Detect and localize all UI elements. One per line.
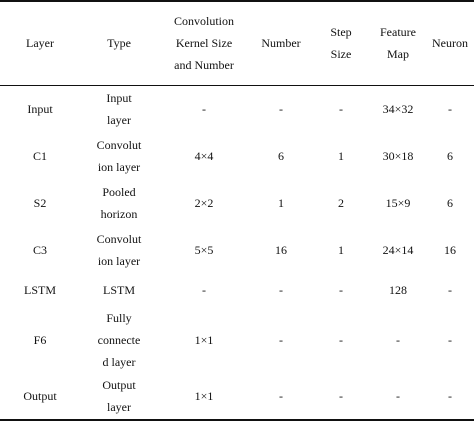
table-row: LSTM LSTM - - - 128 -	[0, 273, 474, 307]
cell-number: 6	[278, 148, 284, 163]
cell-number: -	[279, 333, 283, 347]
cell-feature-map: 30×18	[382, 148, 414, 163]
table-row: S2 Pooled horizon 2×2 1 2 15×9 6	[0, 179, 474, 226]
header-feature-map: Feature Map	[370, 0, 426, 86]
cell-kernel: 4×4	[194, 148, 214, 163]
cell-layer: C1	[32, 148, 47, 163]
table-body: Input Input layer - - - 34×32 - C1 Convo…	[0, 85, 474, 421]
table-row: Input Input layer - - - 34×32 -	[0, 85, 474, 132]
cell-neuron: -	[448, 333, 452, 347]
header-number: Number	[250, 0, 312, 86]
table-row: C1 Convolut ion layer 4×4 6 1 30×18 6	[0, 132, 474, 179]
cell-number: 16	[275, 242, 287, 257]
cell-number: 1	[278, 195, 284, 210]
table-row: C3 Convolut ion layer 5×5 16 1 24×14 16	[0, 226, 474, 273]
cell-neuron: -	[426, 373, 474, 421]
cell-step: -	[339, 333, 343, 347]
cell-neuron: 6	[447, 148, 453, 163]
cell-layer: Input	[27, 101, 53, 116]
cell-number: -	[250, 373, 312, 421]
cell-step: 2	[338, 195, 344, 210]
cell-step: -	[339, 283, 343, 297]
table-row: F6 Fully connecte d layer 1×1 - - - -	[0, 307, 474, 373]
cell-neuron: -	[448, 101, 452, 116]
cell-feature-map: 128	[389, 283, 407, 297]
cell-layer: F6	[33, 333, 47, 347]
cell-neuron: 6	[447, 195, 453, 210]
cell-number: -	[279, 283, 283, 297]
cell-number: -	[279, 101, 283, 116]
cell-kernel: -	[202, 283, 206, 297]
cell-layer: LSTM	[23, 283, 56, 297]
header-step-size: Step Size	[312, 0, 370, 86]
table-row: Output Output layer 1×1 - - - -	[0, 373, 474, 421]
cell-kernel: 5×5	[194, 242, 214, 257]
cell-type: Fully connecte d layer	[97, 311, 141, 369]
cell-type: Pooled horizon	[100, 184, 138, 221]
cell-kernel: 2×2	[194, 195, 214, 210]
cell-step: -	[339, 101, 343, 116]
cell-feature-map: 15×9	[385, 195, 411, 210]
table-header: Layer Type Convolution Kernel Size and N…	[0, 0, 474, 86]
cell-feature-map: -	[370, 373, 426, 421]
cell-neuron: 16	[444, 242, 456, 257]
cell-feature-map: -	[396, 333, 400, 347]
cell-step: 1	[338, 242, 344, 257]
cell-type: Convolut ion layer	[96, 137, 142, 174]
cell-feature-map: 24×14	[382, 242, 414, 257]
cell-layer: C3	[32, 242, 47, 257]
cell-layer: Output	[0, 373, 80, 421]
cell-type: Output layer	[80, 373, 158, 421]
cell-type: Convolut ion layer	[96, 231, 142, 268]
cell-step: 1	[338, 148, 344, 163]
header-neuron: Neuron	[426, 0, 474, 86]
header-kernel-size-and-number: Convolution Kernel Size and Number	[158, 0, 250, 86]
header-type: Type	[80, 0, 158, 86]
cell-layer: S2	[33, 195, 47, 210]
header-layer: Layer	[0, 0, 80, 86]
header-row: Layer Type Convolution Kernel Size and N…	[0, 0, 474, 86]
cell-step: -	[312, 373, 370, 421]
cell-feature-map: 34×32	[382, 101, 414, 116]
cell-type: Input layer	[106, 90, 132, 127]
cell-type: LSTM	[102, 283, 135, 297]
cell-kernel: -	[202, 101, 206, 116]
cell-kernel: 1×1	[194, 333, 214, 347]
cell-kernel: 1×1	[158, 373, 250, 421]
cell-neuron: -	[448, 283, 452, 297]
